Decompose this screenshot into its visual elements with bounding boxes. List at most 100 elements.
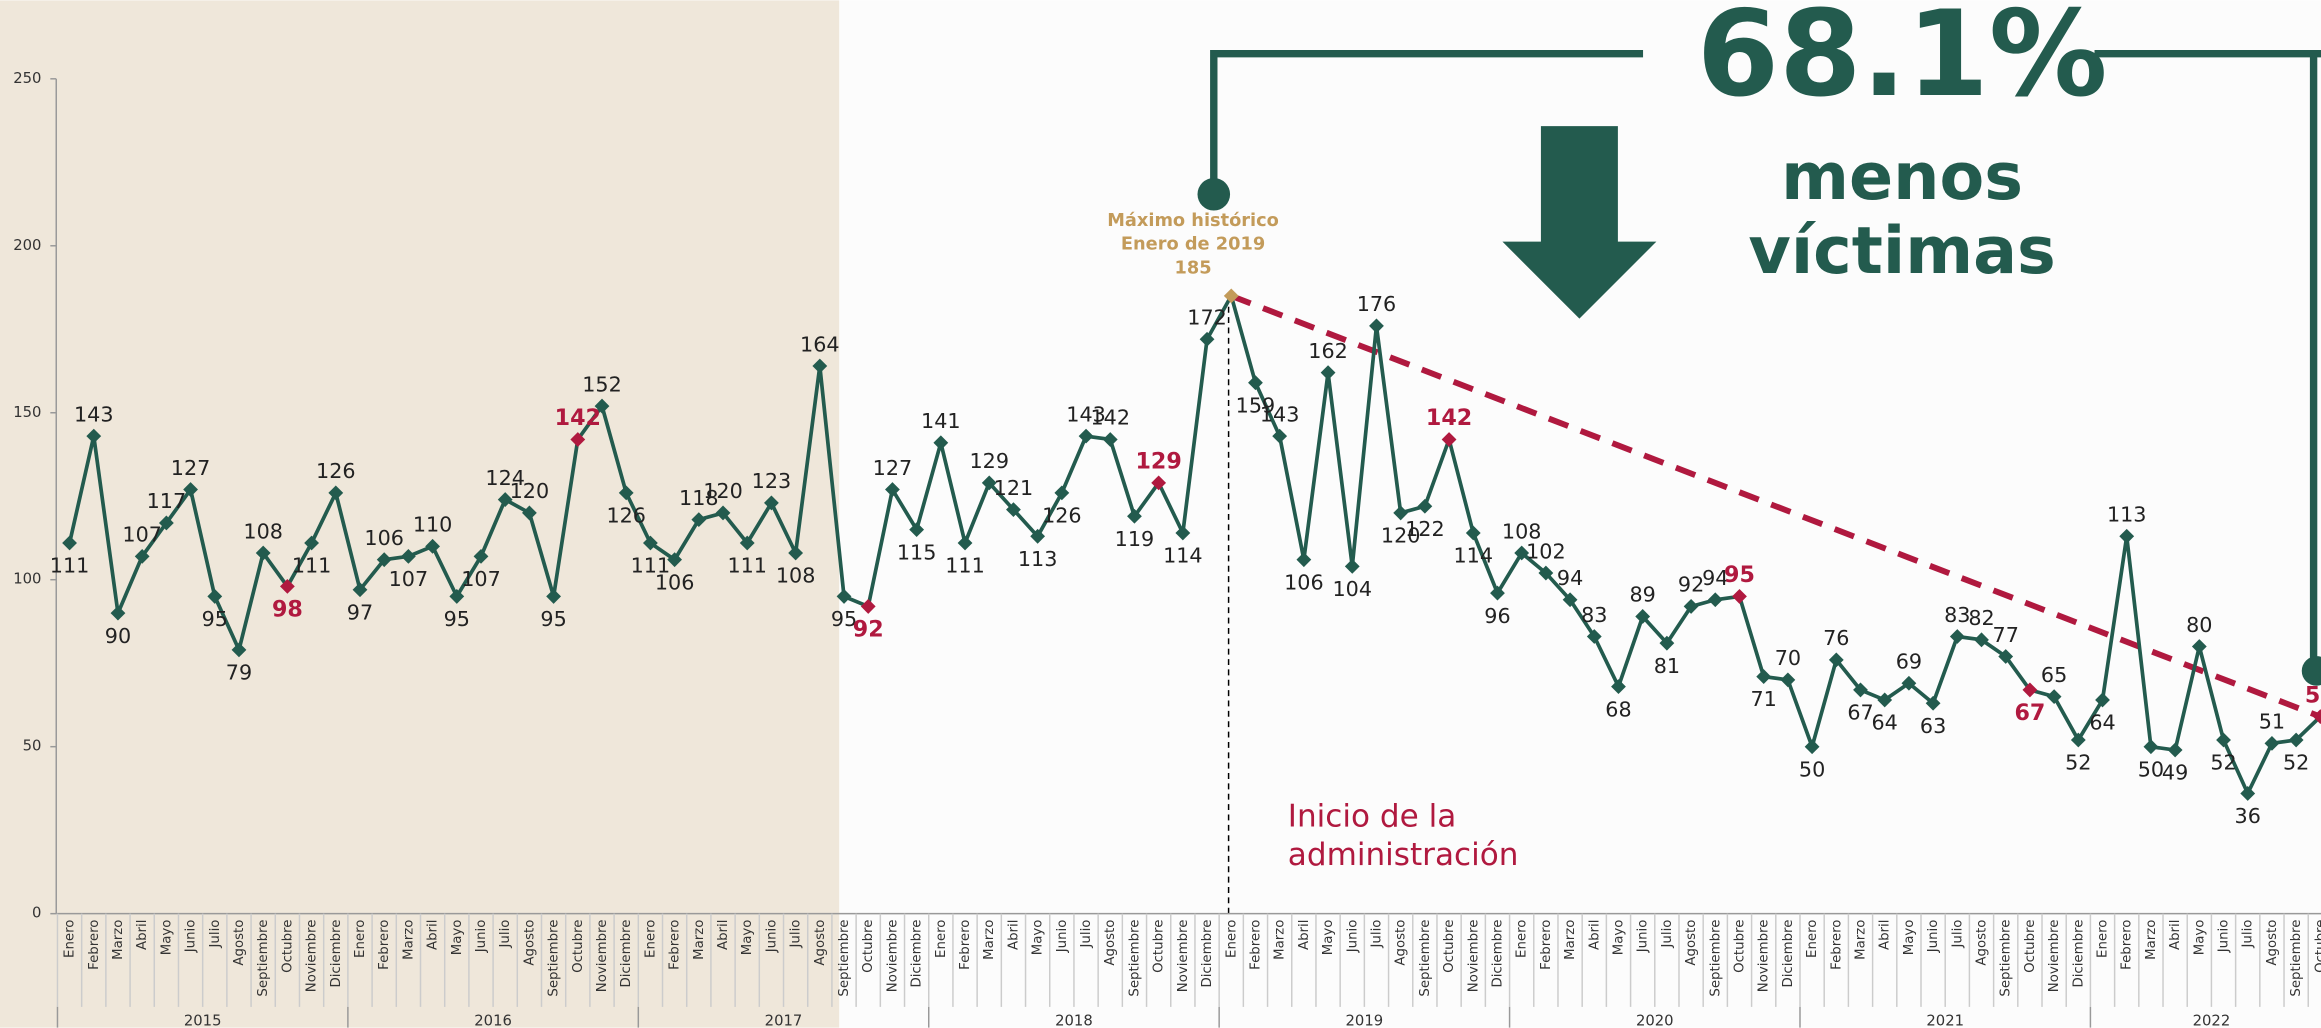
x-tick-label: Septiembre	[256, 920, 271, 997]
x-tick-label: Marzo	[1563, 920, 1578, 960]
value-label: 102	[1526, 539, 1566, 563]
x-tick-label: Marzo	[111, 920, 126, 960]
point	[2312, 709, 2321, 725]
down-arrow	[1502, 126, 1657, 319]
value-label: 106	[1284, 570, 1324, 594]
x-tick-label: Enero	[63, 920, 78, 958]
value-label: 71	[1751, 687, 1777, 711]
x-tick-label: Octubre	[1442, 920, 1457, 973]
value-label: 164	[800, 332, 840, 356]
point	[2119, 528, 2135, 544]
bracket	[1210, 49, 2321, 195]
value-label: 52	[2065, 751, 2091, 775]
value-label: 64	[2089, 711, 2115, 735]
point	[1175, 525, 1191, 541]
value-label: 36	[2235, 804, 2261, 828]
point	[885, 482, 900, 497]
value-label: 49	[2162, 761, 2188, 785]
value-label: 63	[1920, 714, 1946, 738]
y-tick-label: 100	[13, 571, 41, 588]
value-label: 98	[272, 597, 303, 623]
value-label: 121	[994, 476, 1034, 500]
value-label: 81	[1654, 654, 1680, 678]
value-label: 52	[2283, 751, 2309, 775]
point	[1659, 635, 1675, 651]
x-tick-label: Enero	[934, 920, 949, 958]
peak-note: Enero de 2019	[1121, 235, 1265, 255]
x-tick-label: Junio	[184, 920, 199, 954]
value-label: 106	[655, 570, 695, 594]
value-label: 97	[347, 600, 373, 624]
x-tick-label: Septiembre	[1418, 920, 1433, 997]
x-tick-label: Junio	[764, 920, 779, 954]
value-label: 172	[1187, 306, 1227, 330]
x-tick-label: Junio	[1636, 920, 1651, 954]
x-tick-label: Octubre	[1152, 920, 1167, 973]
x-tick-label: Marzo	[401, 920, 416, 960]
point	[2143, 739, 2159, 755]
value-label: 82	[1968, 606, 1994, 630]
reduction: 68.1%	[1697, 0, 2108, 123]
y-tick-label: 50	[23, 738, 42, 755]
x-tick-label: Agosto	[1394, 920, 1409, 966]
peak-note: Máximo histórico	[1107, 211, 1279, 231]
point	[352, 582, 368, 598]
x-tick-label: Noviembre	[2047, 920, 2062, 993]
value-label: 83	[1944, 603, 1970, 627]
x-tick-label: Marzo	[2144, 920, 2159, 960]
x-tick-label: Enero	[353, 920, 368, 958]
value-label: 77	[1993, 623, 2019, 647]
value-label: 143	[1260, 402, 1300, 426]
value-label: 114	[1453, 544, 1493, 568]
point	[981, 475, 997, 491]
value-label: 76	[1823, 626, 1849, 650]
x-tick-label: Noviembre	[1466, 920, 1481, 993]
point	[739, 535, 755, 551]
value-label: 95	[831, 607, 857, 631]
x-tick-label: Septiembre	[837, 920, 852, 997]
x-tick-label: Julio	[1950, 920, 1965, 949]
year-label: 2021	[1926, 1013, 1964, 1028]
point	[933, 435, 949, 451]
point	[2288, 732, 2304, 748]
x-tick-label: Agosto	[232, 920, 247, 966]
x-tick-label: Diciembre	[619, 920, 634, 988]
x-tick-label: Noviembre	[1757, 920, 1772, 993]
x-tick-label: Septiembre	[1999, 920, 2014, 997]
value-label: 107	[389, 567, 429, 591]
value-label: 111	[945, 554, 985, 578]
value-label: 107	[461, 567, 501, 591]
x-tick-label: Noviembre	[1176, 920, 1191, 993]
x-tick-label: Abril	[426, 920, 441, 950]
value-label: 95	[1724, 562, 1755, 588]
point	[183, 482, 198, 497]
x-tick-label: Octubre	[2313, 920, 2321, 973]
value-label: 95	[444, 607, 470, 631]
bracket-dot	[1197, 177, 1231, 211]
value-label: 108	[1502, 519, 1542, 543]
value-label: 142	[555, 405, 601, 431]
value-label: 79	[226, 661, 252, 685]
value-label: 129	[1135, 449, 1181, 475]
point	[1974, 632, 1989, 648]
x-tick-label: Mayo	[740, 920, 755, 956]
point	[1635, 609, 1651, 624]
y-tick-label: 200	[13, 237, 41, 254]
value-label: 176	[1357, 292, 1397, 316]
year-label: 2018	[1055, 1013, 1093, 1028]
x-tick-label: Mayo	[2192, 920, 2207, 956]
x-tick-label: Abril	[1297, 920, 1312, 950]
x-tick-label: Junio	[1926, 920, 1941, 954]
value-label: 83	[1581, 603, 1607, 627]
x-tick-label: Diciembre	[2071, 920, 2086, 988]
year-label: 2016	[474, 1013, 512, 1028]
point	[594, 398, 610, 414]
value-label: 90	[105, 624, 131, 648]
value-label: 127	[873, 456, 913, 480]
value-label: 111	[50, 554, 90, 578]
series-line	[67, 291, 2321, 798]
point	[1901, 675, 1917, 691]
x-tick-label: Marzo	[1854, 920, 1869, 960]
